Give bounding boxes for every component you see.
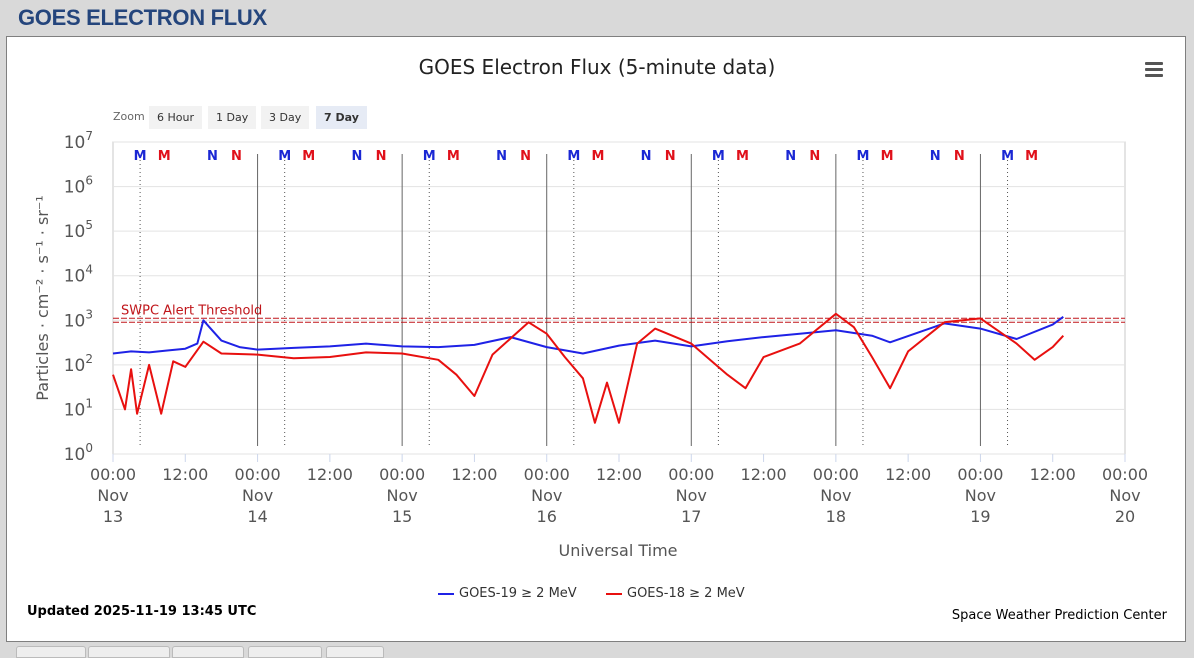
tab[interactable] [88,646,170,658]
zoom-1-day-button[interactable]: 1 Day [208,106,257,129]
x-tick-label: 00:00 [524,465,570,484]
marker-label: N [641,149,652,164]
tab[interactable] [248,646,322,658]
legend-item-goes18[interactable]: GOES-18 ≥ 2 MeV [606,586,745,601]
marker-label: M [1025,149,1038,164]
series-line-goes19 [112,315,1064,355]
y-tick-label: 103 [64,307,93,331]
x-tick-month-label: Nov [242,486,273,505]
x-tick-month-label: Nov [820,486,851,505]
x-tick-month-label: Nov [531,486,562,505]
y-tick-label: 106 [64,174,93,198]
x-tick-month-label: Nov [97,486,128,505]
x-tick-label: 12:00 [451,465,497,484]
marker-label: N [954,149,965,164]
x-tick-label: 00:00 [668,465,714,484]
x-tick-day-label: 16 [537,507,557,526]
marker-label: M [881,149,894,164]
y-tick-label: 104 [64,263,93,287]
x-tick-label: 12:00 [596,465,642,484]
marker-label: M [736,149,749,164]
marker-label: M [856,149,869,164]
marker-label: M [591,149,604,164]
legend-swatch-goes18 [606,592,622,595]
x-axis-label: Universal Time [558,541,677,560]
marker-label: N [231,149,242,164]
x-tick-label: 12:00 [741,465,787,484]
marker-label: M [423,149,436,164]
x-tick-day-label: 15 [392,507,412,526]
credit-text: Space Weather Prediction Center [951,608,1167,623]
x-tick-label: 00:00 [957,465,1003,484]
x-tick-day-label: 20 [1115,507,1135,526]
marker-label: M [567,149,580,164]
y-tick-label: 107 [64,129,93,153]
x-tick-day-label: 19 [970,507,990,526]
x-tick-month-label: Nov [387,486,418,505]
marker-label: M [447,149,460,164]
chart-title: GOES Electron Flux (5-minute data) [418,55,776,79]
zoom-6-hour-button[interactable]: 6 Hour [149,106,202,129]
x-tick-label: 12:00 [1030,465,1076,484]
legend-item-goes19[interactable]: GOES-19 ≥ 2 MeV [438,586,577,601]
x-tick-label: 12:00 [162,465,208,484]
legend-label-goes18: GOES-18 ≥ 2 MeV [627,586,745,601]
x-tick-month-label: Nov [1109,486,1140,505]
x-tick-label: 00:00 [1102,465,1148,484]
marker-label: M [712,149,725,164]
flux-chart: 100 101 102 103 104 105 106 107 00:00 Nov 13 12:00 0… [33,129,1148,560]
marker-label: M [158,149,171,164]
x-tick-day-label: 14 [247,507,267,526]
marker-label: N [207,149,218,164]
y-axis-label: Particles · cm⁻² · s⁻¹ · sr⁻¹ [33,195,52,400]
zoom-label: Zoom [113,110,145,123]
x-tick-label: 12:00 [307,465,353,484]
legend-label-goes19: GOES-19 ≥ 2 MeV [459,586,577,601]
marker-label: N [520,149,531,164]
hamburger-menu-icon[interactable] [1145,62,1163,78]
x-tick-label: 00:00 [235,465,281,484]
marker-label: M [1001,149,1014,164]
marker-label: N [930,149,941,164]
x-tick-day-label: 13 [103,507,123,526]
marker-label: N [376,149,387,164]
marker-label: M [278,149,291,164]
marker-label: M [302,149,315,164]
marker-label: M [134,149,147,164]
marker-label: N [496,149,507,164]
tab[interactable] [326,646,384,658]
legend-swatch-goes19 [438,592,454,595]
y-tick-label: 101 [64,396,93,420]
updated-timestamp: Updated 2025-11-19 13:45 UTC [27,604,257,619]
plot-area [112,141,1126,455]
y-tick-label: 102 [64,352,93,376]
x-tick-month-label: Nov [965,486,996,505]
x-tick-label: 12:00 [885,465,931,484]
marker-label: N [352,149,363,164]
zoom-7-day-button[interactable]: 7 Day [316,106,367,129]
x-tick-label: 00:00 [813,465,859,484]
x-tick-day-label: 18 [826,507,846,526]
series-line-goes18 [112,312,1065,424]
threshold-label: SWPC Alert Threshold [121,303,262,318]
x-tick-label: 00:00 [90,465,136,484]
zoom-3-day-button[interactable]: 3 Day [261,106,310,129]
y-tick-label: 100 [64,441,93,465]
page-title: GOES ELECTRON FLUX [18,5,267,30]
x-tick-day-label: 17 [681,507,701,526]
tab[interactable] [16,646,86,658]
x-tick-label: 00:00 [379,465,425,484]
tab[interactable] [172,646,244,658]
marker-label: N [785,149,796,164]
x-tick-month-label: Nov [676,486,707,505]
marker-label: N [809,149,820,164]
y-tick-label: 105 [64,218,93,242]
marker-label: N [665,149,676,164]
